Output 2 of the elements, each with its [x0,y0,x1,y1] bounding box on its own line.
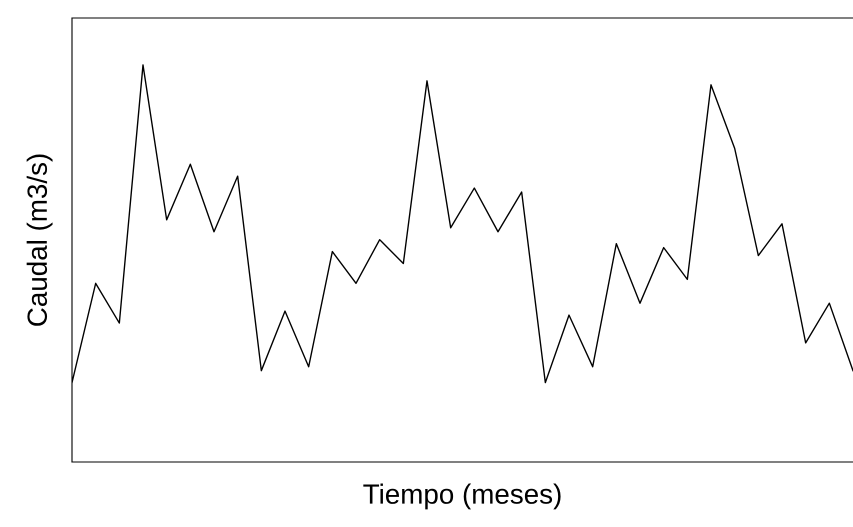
x-axis-title: Tiempo (meses) [363,484,561,510]
y-axis-title: Caudal (m3/s) [26,154,53,326]
